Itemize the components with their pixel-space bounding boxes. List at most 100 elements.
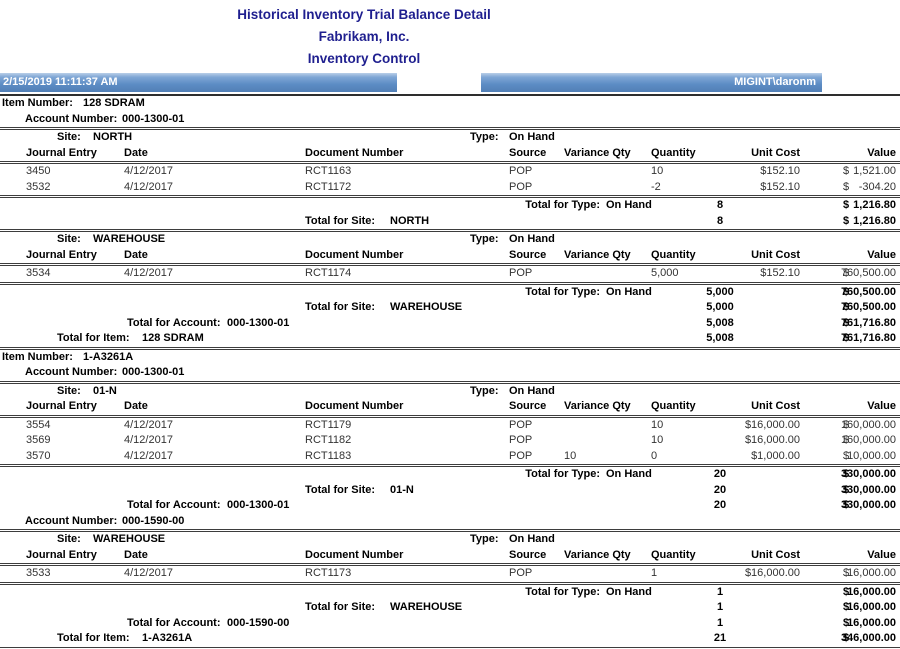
total-site-value: WAREHOUSE bbox=[390, 301, 463, 313]
table-row: 3532 4/12/2017 RCT1172 POP -2 $152.10 $ … bbox=[0, 180, 900, 196]
total-site-value: NORTH bbox=[390, 214, 430, 227]
value: 160,000.00 bbox=[840, 418, 896, 431]
total-account-label: Total for Account: bbox=[127, 616, 221, 629]
total-value: 16,000.00 bbox=[847, 616, 896, 629]
total-qty: 1 bbox=[716, 585, 724, 598]
module-name: Inventory Control bbox=[307, 51, 421, 66]
total-account-value: 000-1590-00 bbox=[227, 616, 290, 629]
column-header-row: Journal Entry Date Document Number Sourc… bbox=[0, 399, 900, 415]
total-value: 346,000.00 bbox=[840, 632, 896, 644]
site-label: Site: bbox=[57, 233, 81, 245]
account-number-label: Account Number: bbox=[25, 514, 118, 527]
currency-sign: $ bbox=[843, 418, 850, 431]
col-doc: Document Number bbox=[305, 548, 404, 561]
account-number-value: 000-1300-01 bbox=[122, 112, 185, 125]
total-qty: 1 bbox=[716, 601, 724, 613]
table-row: 3533 4/12/2017 RCT1173 POP 1 $16,000.00 … bbox=[0, 566, 900, 582]
total-site-label: Total for Site: bbox=[305, 601, 376, 613]
document-number: RCT1163 bbox=[305, 165, 352, 177]
total-account-label: Total for Account: bbox=[127, 316, 221, 329]
divider bbox=[0, 195, 900, 198]
source: POP bbox=[509, 434, 533, 446]
currency-sign: $ bbox=[843, 499, 850, 511]
document-number: RCT1172 bbox=[305, 180, 352, 193]
document-number: RCT1183 bbox=[305, 449, 352, 462]
currency-sign: $ bbox=[843, 267, 850, 279]
journal-entry: 3570 bbox=[26, 449, 51, 462]
account-number-row: Account Number: 000-1590-00 bbox=[0, 514, 900, 530]
divider bbox=[0, 127, 900, 130]
total-qty: 8 bbox=[716, 214, 724, 227]
table-row: 3534 4/12/2017 RCT1174 POP 5,000 $152.10… bbox=[0, 266, 900, 282]
total-site-row: Total for Site: 01-N 20 $ 330,000.00 bbox=[0, 483, 900, 499]
value: 760,500.00 bbox=[840, 267, 896, 279]
currency-sign: $ bbox=[843, 285, 850, 298]
col-source: Source bbox=[509, 400, 547, 412]
total-item-label: Total for Item: bbox=[57, 332, 130, 344]
item-number-label: Item Number: bbox=[2, 97, 73, 109]
total-site-row: Total for Site: WAREHOUSE 1 $ 16,000.00 bbox=[0, 600, 900, 616]
unit-cost: $152.10 bbox=[760, 267, 800, 279]
col-qty: Quantity bbox=[651, 248, 696, 261]
report-title: Historical Inventory Trial Balance Detai… bbox=[237, 7, 491, 22]
site-value: WAREHOUSE bbox=[93, 233, 166, 245]
total-item-value: 128 SDRAM bbox=[142, 332, 204, 344]
currency-sign: $ bbox=[843, 180, 850, 193]
total-type-label: Total for Type: bbox=[525, 468, 600, 480]
total-value: 16,000.00 bbox=[847, 601, 896, 613]
total-account-label: Total for Account: bbox=[127, 499, 221, 511]
divider bbox=[0, 229, 900, 232]
currency-sign: $ bbox=[843, 567, 850, 579]
col-variance: Variance Qty bbox=[564, 146, 631, 159]
total-account-value: 000-1300-01 bbox=[227, 316, 290, 329]
divider bbox=[0, 581, 900, 585]
account-number-label: Account Number: bbox=[25, 366, 118, 378]
currency-sign: $ bbox=[843, 165, 850, 177]
col-date: Date bbox=[124, 400, 148, 412]
total-item-value: 1-A3261A bbox=[142, 632, 193, 644]
total-qty: 20 bbox=[713, 483, 727, 496]
col-source: Source bbox=[509, 248, 547, 261]
total-qty: 5,008 bbox=[706, 332, 734, 344]
account-number-value: 000-1590-00 bbox=[122, 514, 185, 527]
total-account-row: Total for Account: 000-1300-01 5,008 $ 7… bbox=[0, 316, 900, 332]
quantity: 0 bbox=[651, 449, 658, 462]
col-unit-cost: Unit Cost bbox=[751, 548, 800, 561]
column-header-row: Journal Entry Date Document Number Sourc… bbox=[0, 248, 900, 264]
total-qty: 5,000 bbox=[706, 285, 734, 298]
site-type-row: Site: WAREHOUSE Type: On Hand bbox=[0, 532, 900, 548]
total-item-label: Total for Item: bbox=[57, 632, 130, 644]
quantity: 10 bbox=[651, 434, 664, 446]
col-value: Value bbox=[867, 146, 896, 159]
divider bbox=[0, 464, 900, 467]
value: -304.20 bbox=[858, 180, 896, 193]
col-source: Source bbox=[509, 146, 547, 159]
unit-cost: $16,000.00 bbox=[744, 567, 800, 579]
journal-entry: 3569 bbox=[26, 434, 51, 446]
date: 4/12/2017 bbox=[124, 449, 173, 462]
col-value: Value bbox=[867, 400, 896, 412]
total-value: 761,716.80 bbox=[840, 332, 896, 344]
value: 10,000.00 bbox=[847, 449, 896, 462]
journal-entry: 3554 bbox=[26, 418, 51, 431]
total-value: 330,000.00 bbox=[840, 483, 896, 496]
currency-sign: $ bbox=[843, 214, 850, 227]
variance-qty: 10 bbox=[564, 449, 577, 462]
col-date: Date bbox=[124, 248, 148, 261]
total-type-label: Total for Type: bbox=[525, 199, 600, 211]
total-site-label: Total for Site: bbox=[305, 214, 376, 227]
account-number-row: Account Number: 000-1300-01 bbox=[0, 112, 900, 128]
date: 4/12/2017 bbox=[124, 180, 173, 193]
unit-cost: $152.10 bbox=[760, 180, 800, 193]
currency-sign: $ bbox=[843, 468, 850, 480]
divider bbox=[0, 563, 900, 566]
source: POP bbox=[509, 165, 533, 177]
col-value: Value bbox=[867, 548, 896, 561]
col-doc: Document Number bbox=[305, 400, 404, 412]
item-number-row: Item Number: 128 SDRAM bbox=[0, 96, 900, 112]
document-number: RCT1174 bbox=[305, 267, 352, 279]
item-number-value: 128 SDRAM bbox=[83, 97, 145, 109]
date: 4/12/2017 bbox=[124, 434, 173, 446]
table-row: 3450 4/12/2017 RCT1163 POP 10 $152.10 $ … bbox=[0, 164, 900, 180]
